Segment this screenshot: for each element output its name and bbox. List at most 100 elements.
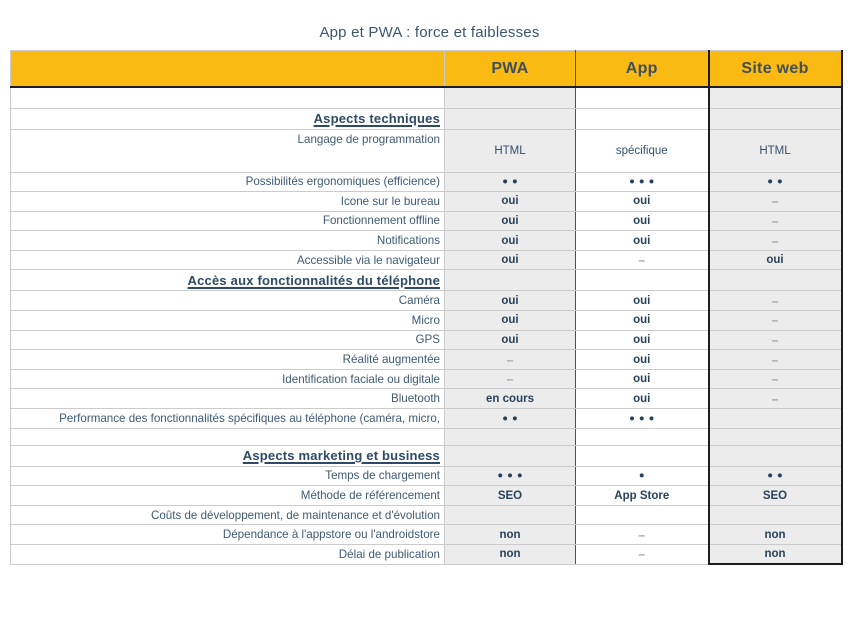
cell-pwa [444,444,576,467]
cell-app [575,107,709,130]
row-label: Notifications [10,230,445,251]
table-row [10,86,843,109]
row-label-text: GPS [415,333,440,347]
column-header-pwa: PWA [444,50,576,88]
table-row: Accès aux fonctionnalités du téléphone [10,269,843,292]
cell-siteweb: – [707,210,843,232]
cell-siteweb: – [707,230,843,251]
cell-siteweb: – [707,329,843,351]
table-row: Réalité augmentée – oui – [10,349,843,370]
cell-siteweb: oui [707,249,843,271]
cell-pwa: oui [444,249,576,271]
row-label: GPS [10,329,445,351]
row-label-text: Icone sur le bureau [340,194,440,208]
table-row: Icone sur le bureau oui oui – [10,191,843,212]
table-row: Fonctionnement offline oui oui – [10,210,843,232]
table-row: Coûts de développement, de maintenance e… [10,504,843,526]
row-label-text: Performance des fonctionnalités spécifiq… [59,411,440,425]
cell-app: oui [575,388,709,410]
cell-siteweb [707,86,843,109]
row-label: Réalité augmentée [10,349,445,370]
cell-siteweb: SEO [707,485,843,506]
row-label: Accès aux fonctionnalités du téléphone [10,269,445,292]
row-label-text: Dépendance à l'appstore ou l'androidstor… [222,528,440,542]
cell-app: oui [575,230,709,251]
row-label-text: Temps de chargement [325,469,440,483]
cell-app: oui [575,290,709,312]
cell-pwa [444,504,576,526]
row-label: Coûts de développement, de maintenance e… [10,504,445,526]
row-label [10,427,445,446]
row-label-text: Identification faciale ou digitale [282,372,440,386]
cell-app: App Store [575,485,709,506]
cell-siteweb [707,444,843,467]
row-label: Aspects techniques [10,107,445,130]
table-row: Accessible via le navigateur oui – oui [10,249,843,271]
cell-siteweb: ●● [707,465,843,487]
cell-siteweb: – [707,191,843,212]
row-label: Possibilités ergonomiques (efficience) [10,171,445,193]
table-row: Dépendance à l'appstore ou l'androidstor… [10,524,843,545]
table-row: Caméra oui oui – [10,290,843,312]
row-label-text: Méthode de référencement [300,489,440,503]
cell-pwa: oui [444,310,576,331]
cell-siteweb [707,107,843,130]
table-row: Notifications oui oui – [10,230,843,251]
table-row: Bluetooth en cours oui – [10,388,843,410]
page-title: App et PWA : force et faiblesses [319,24,540,41]
cell-pwa [444,427,576,446]
row-label: Accessible via le navigateur [10,249,445,271]
cell-pwa: non [444,524,576,545]
table-row: Temps de chargement ●●● ● ●● [10,465,843,487]
row-label-text: Bluetooth [391,392,440,406]
header-row: PWA App Site web [10,50,843,88]
cell-pwa: – [444,368,576,390]
cell-app: – [575,544,709,565]
table-row [10,427,843,446]
cell-pwa: ●● [444,171,576,193]
cell-pwa: oui [444,191,576,212]
table-row: GPS oui oui – [10,329,843,351]
cell-pwa [444,86,576,109]
cell-pwa [444,107,576,130]
cell-siteweb: – [707,349,843,370]
row-label-text: Coûts de développement, de maintenance e… [150,508,440,522]
section-title: Accès aux fonctionnalités du téléphone [187,272,440,288]
row-label-text: Langage de programmation [297,132,440,146]
row-label-text: Notifications [376,234,440,248]
row-label-text: Réalité augmentée [342,353,440,367]
cell-siteweb: non [707,524,843,545]
cell-app: – [575,524,709,545]
row-label: Temps de chargement [10,465,445,487]
table-row: Aspects techniques [10,107,843,130]
row-label: Délai de publication [10,544,445,565]
cell-siteweb [707,408,843,429]
cell-siteweb: – [707,290,843,312]
row-label-text: Fonctionnement offline [322,214,440,228]
cell-pwa: SEO [444,485,576,506]
cell-app: ●●● [575,171,709,193]
row-label: Caméra [10,290,445,312]
cell-pwa: oui [444,290,576,312]
cell-pwa: oui [444,329,576,351]
cell-pwa: HTML [444,128,576,173]
row-label-text: Accessible via le navigateur [296,253,440,267]
row-label: Aspects marketing et business [10,444,445,467]
cell-pwa: – [444,349,576,370]
cell-siteweb: non [707,544,843,566]
table-row: Possibilités ergonomiques (efficience) ●●… [10,171,843,193]
row-label: Identification faciale ou digitale [10,368,445,390]
cell-pwa: non [444,544,576,565]
cell-pwa: oui [444,230,576,251]
table-row: Identification faciale ou digitale – oui – [10,368,843,390]
cell-app [575,427,709,446]
cell-app [575,269,709,292]
table-row: Performance des fonctionnalités spécifiq… [10,408,843,429]
cell-pwa [444,269,576,292]
cell-siteweb [707,269,843,292]
cell-siteweb: – [707,368,843,390]
row-label: Dépendance à l'appstore ou l'androidstor… [10,524,445,545]
table-row: Aspects marketing et business [10,444,843,467]
cell-pwa: ●● [444,408,576,429]
cell-app: spécifique [575,128,709,173]
